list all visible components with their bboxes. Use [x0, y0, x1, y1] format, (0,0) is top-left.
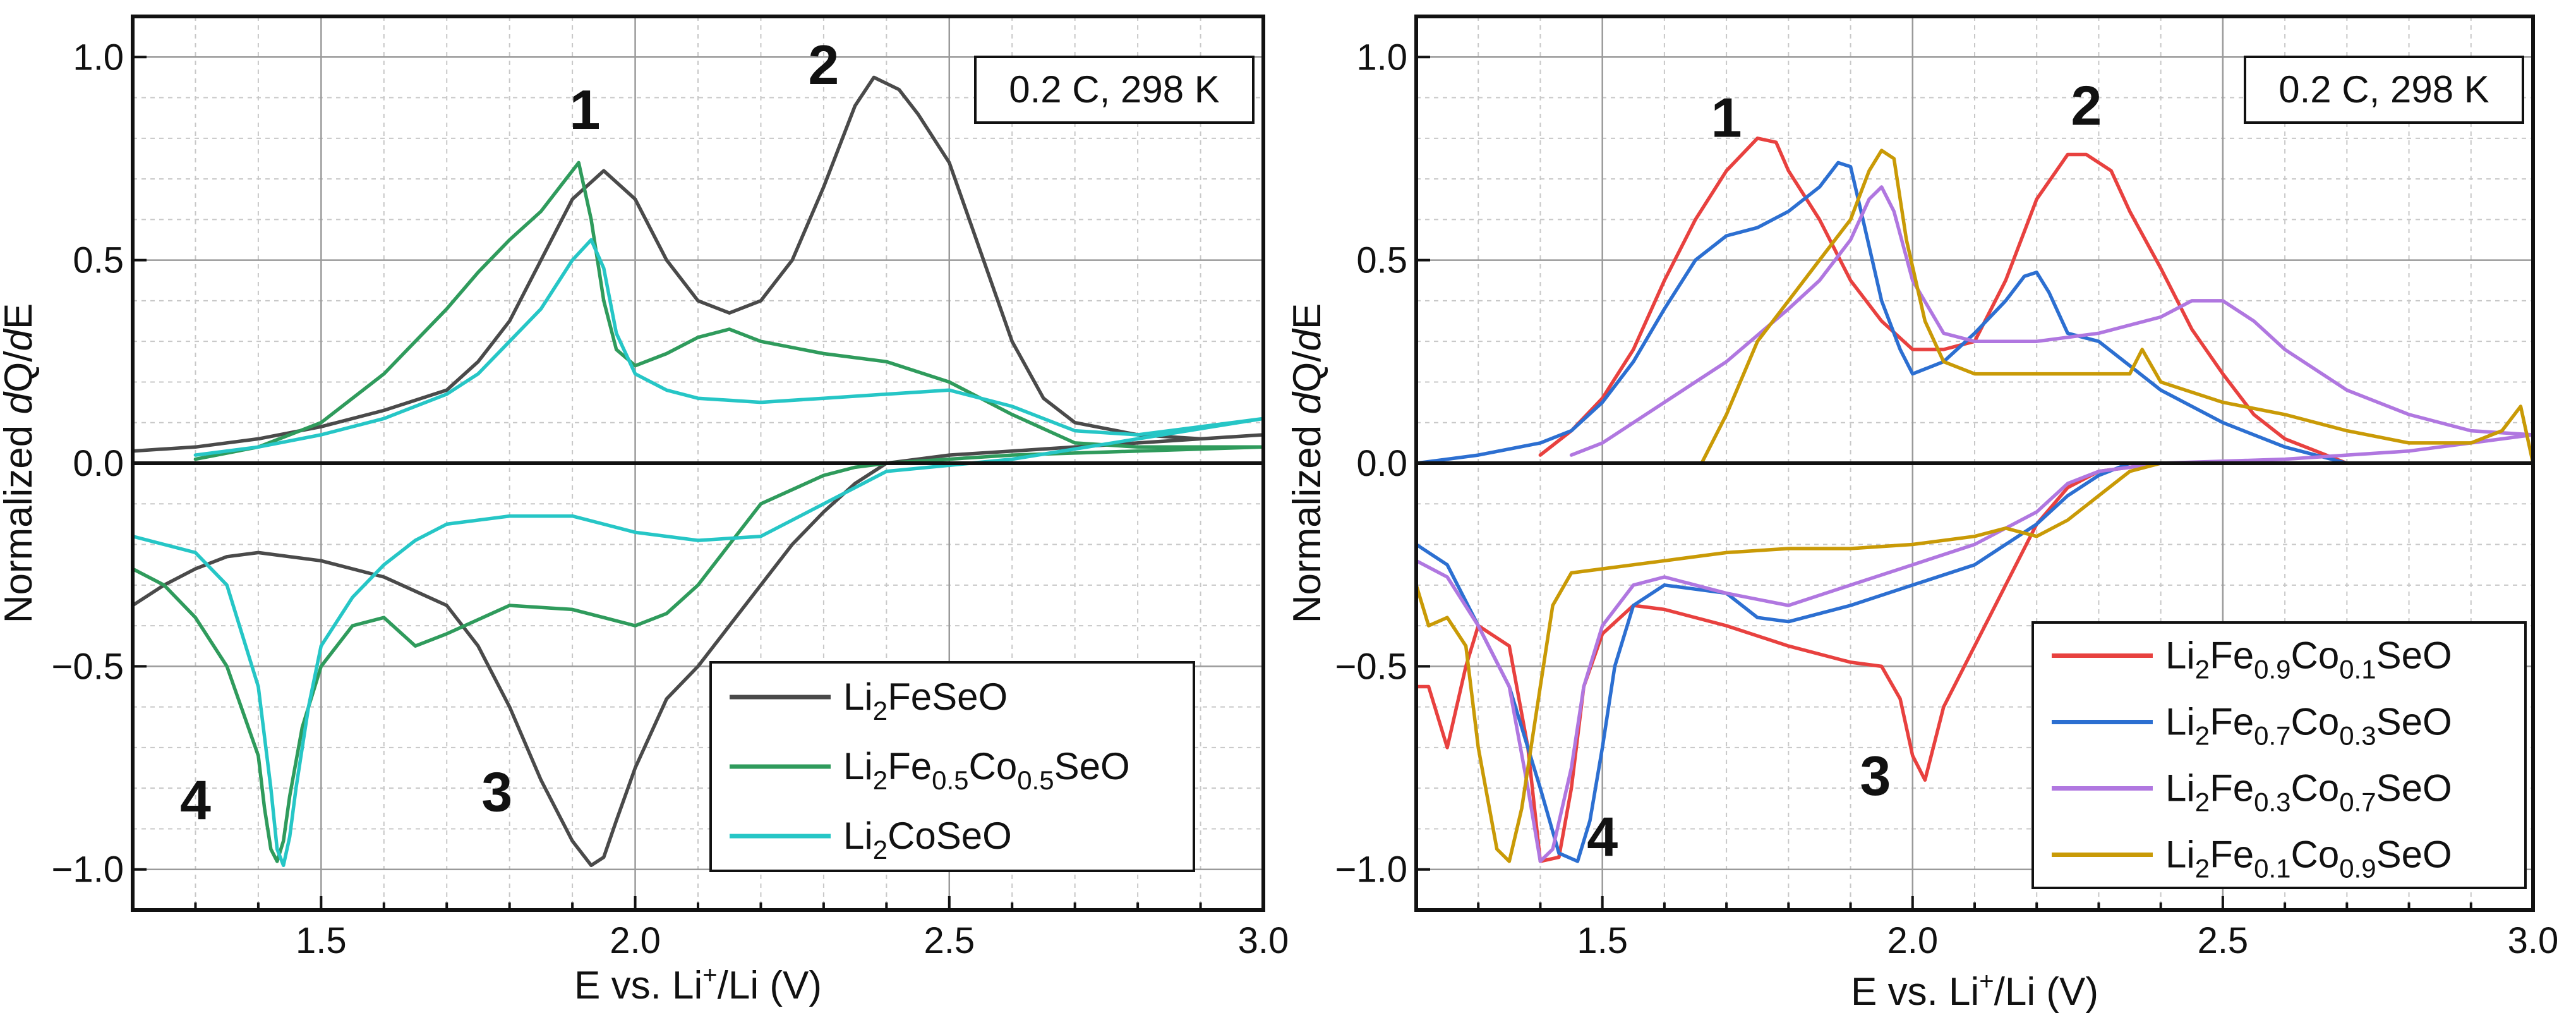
legend-frame — [2031, 621, 2527, 889]
legend-entry-2: Li2CoSeO — [843, 815, 1012, 865]
peak-label-4: 4 — [180, 768, 211, 831]
x-axis-label: E vs. Li+/Li (V) — [1851, 968, 2098, 1014]
condition-box: 0.2 C, 298 K — [2244, 56, 2524, 124]
right-panel: 1.5 2.0 2.5 3.0 1.0 0.5 0.0 −0.5 −1.0 E vs. Li+/L… — [1285, 15, 2559, 1014]
peak-label-3: 3 — [481, 761, 512, 823]
series-line-2 — [133, 238, 1263, 868]
legend-entry-0: Li2FeSeO — [843, 676, 1008, 726]
peak-label-2: 2 — [2071, 74, 2102, 137]
legend-entry-1: Li2Fe0.5Co0.5SeO — [843, 745, 1130, 795]
condition-box-frame — [974, 56, 1255, 124]
y-tick-label: 0.5 — [73, 240, 124, 281]
condition-label: 0.2 C, 298 K — [2278, 68, 2489, 111]
peak-label-3: 3 — [1860, 744, 1891, 807]
y-axis-label: Normalized dQ/dE — [1285, 303, 1329, 624]
y-tick-label: −1.0 — [1335, 849, 1408, 890]
y-tick-label: −0.5 — [52, 646, 124, 687]
series-line-0 — [133, 75, 1263, 868]
series-line-1 — [1416, 161, 2349, 863]
y-tick-label: 1.0 — [73, 37, 124, 78]
y-tick-label: 0.0 — [73, 443, 124, 484]
condition-label: 0.2 C, 298 K — [1009, 68, 1220, 111]
x-tick-label: 2.5 — [924, 920, 975, 961]
legend: Li2FeSeO Li2Fe0.5Co0.5SeO Li2CoSeO — [709, 661, 1195, 872]
x-axis-label: E vs. Li+/Li (V) — [574, 961, 822, 1007]
peak-label-1: 1 — [570, 78, 601, 141]
left-panel: 1.5 2.0 2.5 3.0 1.0 0.5 0.0 −0.5 −1.0 E vs. Li+/L… — [0, 15, 1289, 1007]
series-line-2 — [1416, 185, 2533, 863]
y-tick-label: −1.0 — [52, 849, 124, 890]
y-tick-label: 1.0 — [1356, 37, 1407, 78]
x-tick-label: 2.0 — [1887, 920, 1938, 961]
x-tick-label: 2.0 — [610, 920, 661, 961]
legend-entry-3: Li2Fe0.1Co0.9SeO — [2165, 834, 2452, 883]
x-tick-label: 2.5 — [2198, 920, 2249, 961]
series-group — [133, 75, 1263, 868]
x-tick-label: 1.5 — [296, 920, 347, 961]
y-axis-label: Normalized dQ/dE — [0, 303, 40, 624]
legend-entry-0: Li2Fe0.9Co0.1SeO — [2165, 634, 2452, 684]
x-tick-label: 3.0 — [1238, 920, 1289, 961]
series-line-1 — [133, 161, 1263, 863]
legend-entry-2: Li2Fe0.3Co0.7SeO — [2165, 767, 2452, 817]
condition-box: 0.2 C, 298 K — [974, 56, 1255, 124]
x-tick-label: 1.5 — [1577, 920, 1628, 961]
peak-label-1: 1 — [1711, 87, 1742, 149]
y-tick-label: 0.0 — [1356, 443, 1407, 484]
legend-entry-1: Li2Fe0.7Co0.3SeO — [2165, 701, 2452, 751]
peak-label-2: 2 — [808, 33, 839, 96]
y-tick-label: −0.5 — [1335, 646, 1408, 687]
peak-label-4: 4 — [1587, 805, 1618, 868]
x-tick-label: 3.0 — [2508, 920, 2559, 961]
condition-box-frame — [2244, 56, 2524, 124]
legend: Li2Fe0.9Co0.1SeO Li2Fe0.7Co0.3SeO Li2Fe0.3… — [2031, 621, 2527, 889]
y-tick-label: 0.5 — [1356, 240, 1407, 281]
